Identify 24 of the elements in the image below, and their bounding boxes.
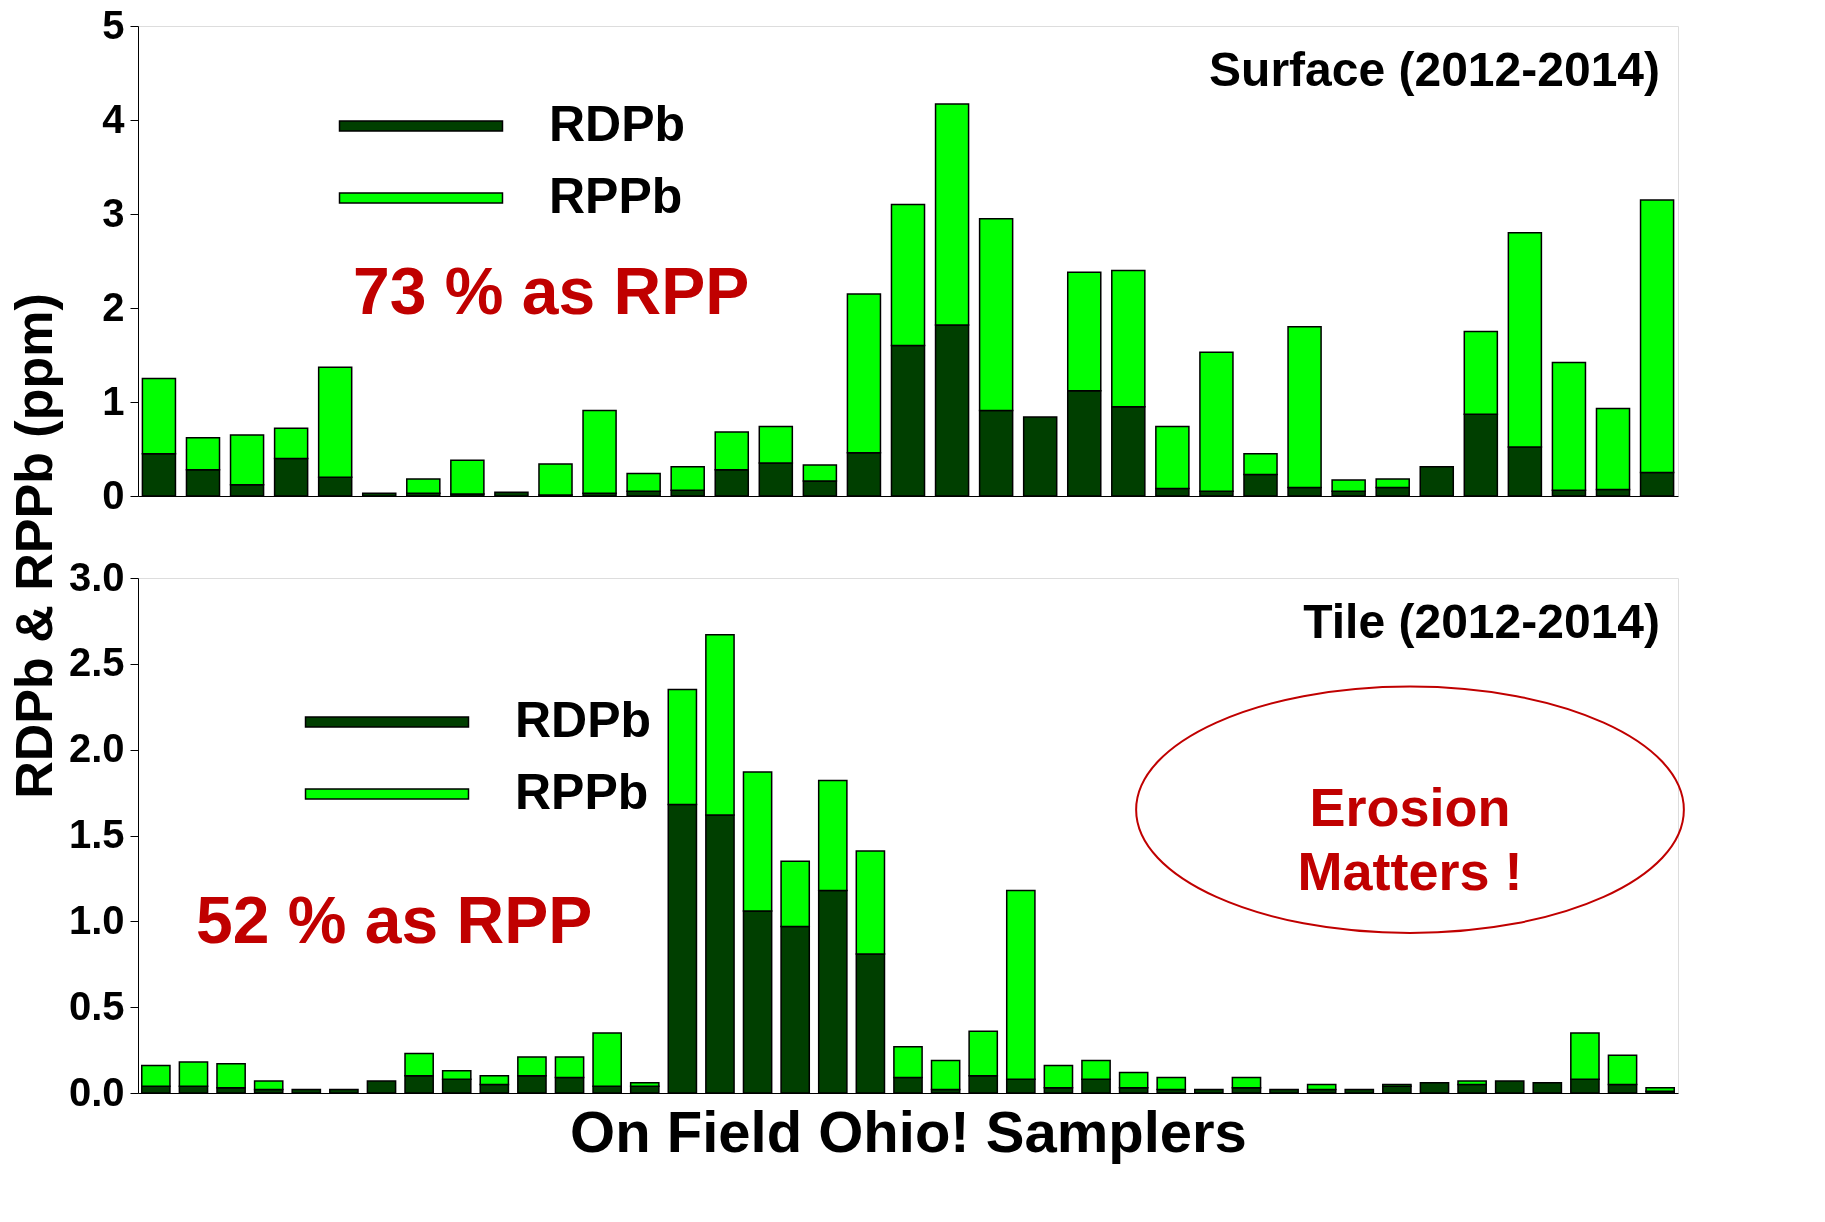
legend-label: RDPb bbox=[515, 692, 652, 748]
y-tick-label: 1 bbox=[102, 378, 125, 423]
y-tick-label: 4 bbox=[102, 96, 126, 141]
y-tick-label: 1.5 bbox=[68, 812, 125, 856]
annotation: Erosion Matters ! bbox=[1297, 776, 1523, 901]
y-tick-label: 1.0 bbox=[68, 897, 125, 942]
legend-label: RDPb bbox=[549, 96, 686, 152]
legend-label: RPPb bbox=[549, 168, 683, 224]
y-tick-label: 2 bbox=[102, 284, 125, 329]
y-tick-label: 0 bbox=[102, 472, 125, 517]
y-tick-label: 5 bbox=[102, 2, 125, 47]
y-tick-label: 3 bbox=[102, 190, 125, 235]
y-tick-label: 0.0 bbox=[68, 1069, 125, 1114]
legend-label: RPPb bbox=[515, 764, 649, 820]
annotation: 73 % as RPP bbox=[353, 253, 750, 328]
chart-title: Tile (2012-2014) bbox=[1303, 595, 1660, 648]
x-axis-title: On Field Ohio! Samplers bbox=[570, 1098, 1247, 1164]
y-tick-label: 2.0 bbox=[68, 726, 125, 771]
annotation: 52 % as RPP bbox=[196, 883, 593, 958]
y-tick-label: 2.5 bbox=[68, 640, 125, 685]
y-axis-title: RDPb & RPPb (ppm) bbox=[5, 293, 63, 799]
chart-title: Surface (2012-2014) bbox=[1209, 43, 1660, 96]
y-tick-label: 0.5 bbox=[68, 983, 125, 1028]
y-tick-label: 3.0 bbox=[68, 554, 125, 599]
